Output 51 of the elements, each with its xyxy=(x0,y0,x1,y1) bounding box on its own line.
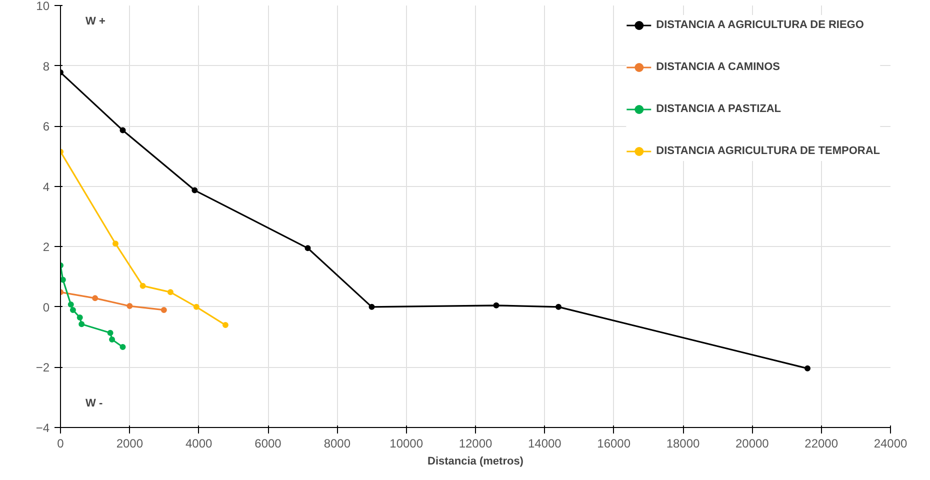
y-tick-label: −2 xyxy=(36,360,50,375)
point xyxy=(493,302,500,308)
point xyxy=(222,322,228,328)
x-tick-label: 6000 xyxy=(254,436,282,450)
y-tick-label: 0 xyxy=(42,300,50,314)
y-tick-label: 8 xyxy=(42,59,50,74)
y-tick-label: 4 xyxy=(42,180,50,194)
x-tick-label: 20000 xyxy=(735,436,770,450)
point xyxy=(120,344,126,350)
y-tick-label: 2 xyxy=(42,240,50,254)
point xyxy=(304,245,311,252)
point xyxy=(92,295,98,302)
point xyxy=(126,303,133,310)
point xyxy=(109,336,116,342)
x-tick-label: 8000 xyxy=(324,436,351,450)
point xyxy=(160,306,167,313)
x-axis-title: Distancia (metros) xyxy=(428,456,524,468)
y-axis-title: W + xyxy=(86,16,106,28)
x-tick-label: 2000 xyxy=(116,436,144,450)
x-tick-label: 24000 xyxy=(874,436,908,450)
x-tick-label: 18000 xyxy=(666,436,700,450)
point xyxy=(368,304,375,310)
y-tick-label: 6 xyxy=(42,120,50,134)
legend-label: DISTANCIA A AGRICULTURA DE RIEGO xyxy=(656,19,864,31)
legend-label: DISTANCIA A CAMINOS xyxy=(656,61,780,73)
x-tick-label: 12000 xyxy=(458,436,493,450)
annotation: W - xyxy=(86,398,103,410)
point xyxy=(60,276,66,283)
point xyxy=(76,314,83,320)
x-tick-label: 0 xyxy=(57,436,64,450)
x-tick-label: 16000 xyxy=(597,436,631,450)
point xyxy=(70,306,76,313)
x-tick-label: 22000 xyxy=(804,436,838,450)
point xyxy=(120,127,126,134)
legend-label: DISTANCIA A PASTIZAL xyxy=(656,103,782,115)
point xyxy=(192,187,198,194)
point xyxy=(68,302,74,308)
x-tick-label: 4000 xyxy=(185,436,213,450)
legend-label: DISTANCIA AGRICULTURA DE TEMPORAL xyxy=(656,145,880,157)
x-tick-label: 14000 xyxy=(528,436,562,450)
point xyxy=(112,240,118,247)
point xyxy=(556,304,562,310)
point xyxy=(804,365,810,372)
point xyxy=(78,321,85,328)
point xyxy=(193,304,200,310)
point xyxy=(107,330,114,336)
point xyxy=(167,289,174,296)
y-tick-label: 10 xyxy=(36,0,50,13)
y-tick-label: −4 xyxy=(36,421,50,435)
point xyxy=(140,282,146,289)
x-tick-label: 10000 xyxy=(390,436,424,450)
